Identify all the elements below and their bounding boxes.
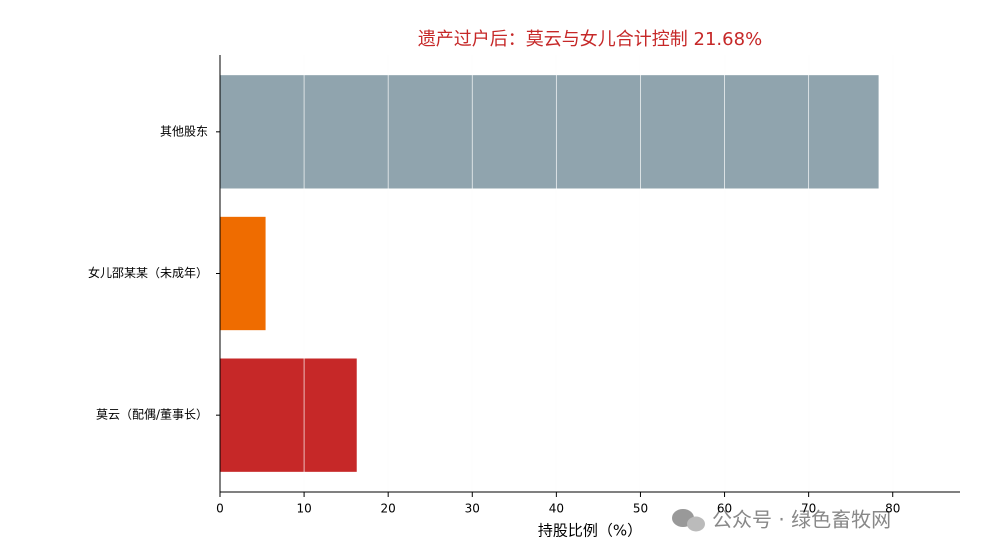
x-tick-label: 50 (633, 502, 648, 516)
x-tick-label: 60 (717, 502, 732, 516)
watermark: 公众号 · 绿色畜牧网 (712, 508, 891, 532)
x-tick-label: 70 (801, 502, 816, 516)
watermark-icon (672, 509, 705, 532)
y-tick-label: 其他股东 (160, 124, 208, 138)
bar (220, 216, 266, 331)
x-axis-label: 持股比例（%） (538, 522, 642, 540)
x-tick-label: 0 (216, 502, 224, 516)
x-tick-label: 30 (465, 502, 480, 516)
x-tick-label: 40 (549, 502, 564, 516)
chart-title: 遗产过户后：莫云与女儿合计控制 21.68% (418, 29, 762, 50)
bar (220, 75, 879, 189)
bar (220, 358, 357, 472)
x-tick-label: 80 (885, 502, 900, 516)
x-tick-label: 10 (296, 502, 311, 516)
y-tick-label: 莫云（配偶/董事长） (96, 408, 208, 422)
y-tick-label: 女儿邵某某（未成年） (88, 265, 208, 280)
x-tick-label: 20 (381, 502, 396, 516)
